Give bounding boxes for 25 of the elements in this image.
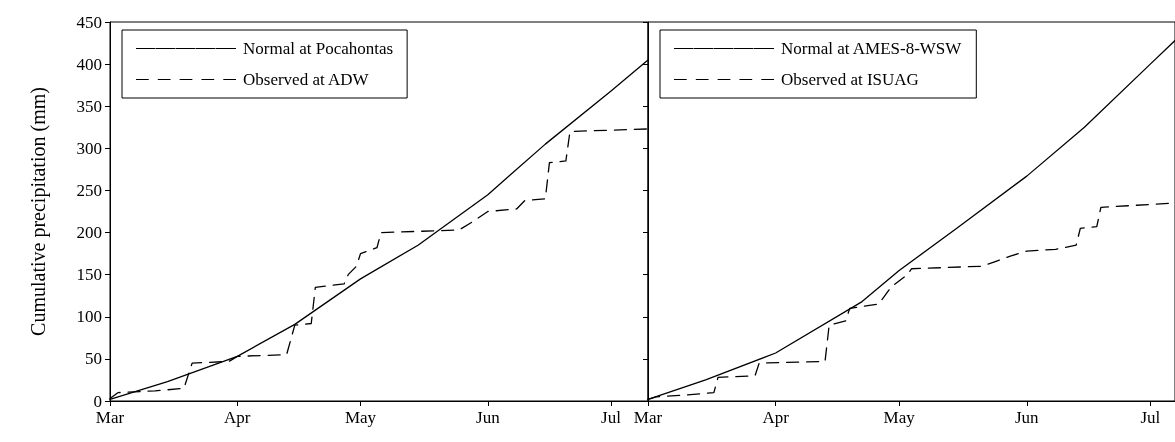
x-tick-label: May — [883, 408, 916, 427]
legend-label: Normal at Pocahontas — [243, 39, 394, 58]
legend-label: Normal at AMES-8-WSW — [781, 39, 963, 58]
y-tick-label: 450 — [76, 12, 102, 32]
x-tick-label: May — [344, 408, 377, 427]
x-tick-label: Jul — [601, 408, 622, 427]
y-tick-label: 50 — [85, 349, 102, 369]
y-tick-label: 100 — [76, 307, 102, 327]
x-tick-label: Jul — [1140, 408, 1161, 427]
x-tick-label: Mar — [95, 408, 125, 427]
x-tick-label: Mar — [633, 408, 663, 427]
x-tick-label: Apr — [762, 408, 790, 427]
legend-label: Observed at ISUAG — [781, 70, 919, 89]
legend-label: Observed at ADW — [243, 70, 370, 89]
x-tick-label: Apr — [224, 408, 251, 427]
y-tick-label: 150 — [76, 265, 102, 285]
y-axis-title: Cumulative precipitation (mm) — [27, 87, 50, 336]
x-tick-label: Jun — [1014, 408, 1040, 427]
y-tick-label: 400 — [76, 54, 102, 74]
x-tick-label: Jun — [476, 408, 501, 427]
y-tick-label: 250 — [76, 180, 102, 200]
y-tick-label: 200 — [76, 223, 102, 243]
y-tick-label: 350 — [76, 96, 102, 116]
y-tick-label: 300 — [76, 138, 102, 158]
y-tick-label: 0 — [93, 391, 102, 411]
